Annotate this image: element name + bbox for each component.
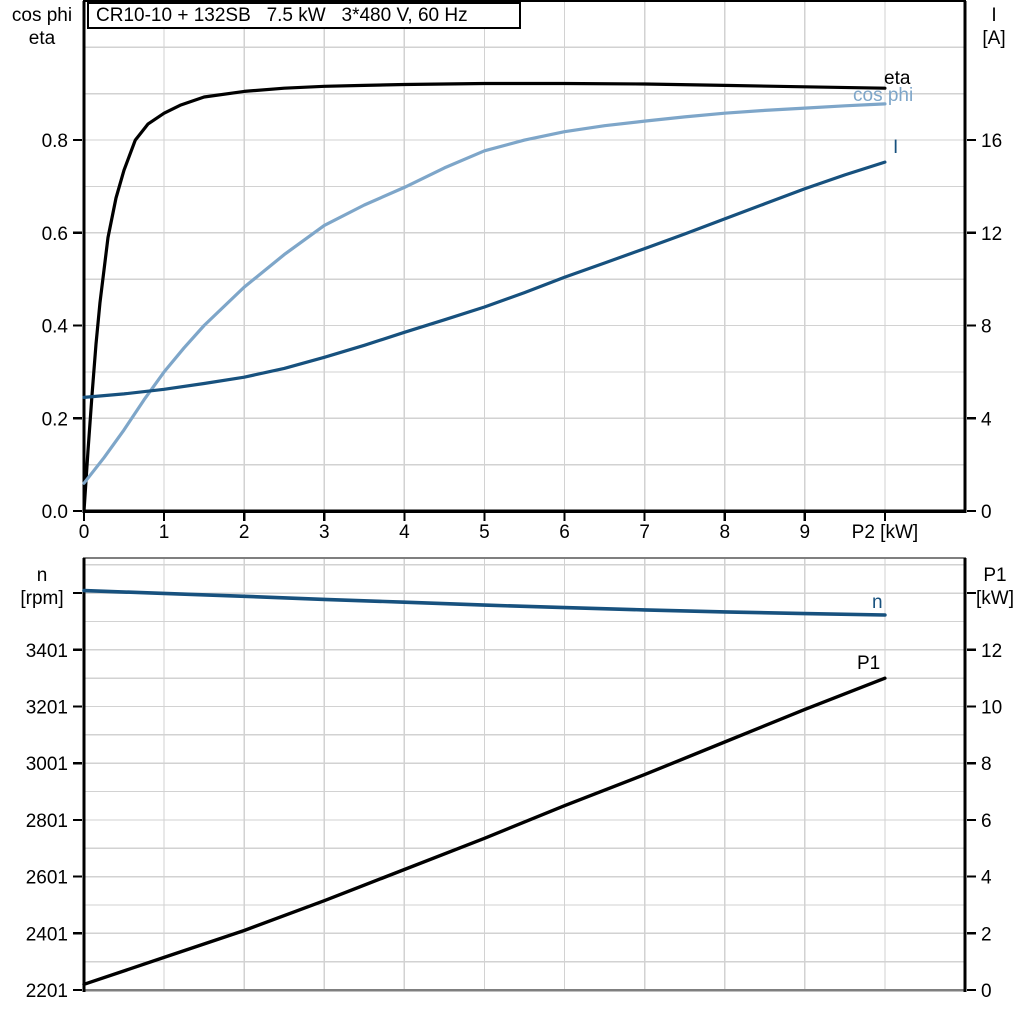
curve-cos-phi [82,102,887,485]
lower-right-axis-title: P1 [kW] [966,564,1024,610]
y-left-tick-label: 0.6 [42,224,68,245]
y-left-tick-label: 2601 [26,868,68,889]
chart-title-box: CR10-10 + 132SB 7.5 kW 3*480 V, 60 Hz [87,2,521,29]
axis-title-line: eta [28,28,56,49]
y-right-tick-label: 12 [981,641,1002,662]
y-right-tick-label: 4 [981,409,992,430]
x-tick-label: 4 [399,522,410,543]
x-tick-label: 7 [639,522,650,543]
y-left-tick-label: 3401 [26,641,68,662]
y-right-tick-label: 4 [981,868,992,889]
upper-right-axis-title: I [A] [966,4,1022,50]
axis-title-line: [A] [982,28,1006,49]
x-tick-label: 3 [319,522,330,543]
curve-n [82,588,887,617]
x-tick-label: 5 [479,522,490,543]
lower-chart: 2201 2401 2601 2801 3001 3201 3401 0 2 4 6 8 10 12 n P1 [26,557,1002,1002]
lower-left-axis-title: n [rpm] [2,564,82,610]
y-left-tick-label: 0.0 [42,502,68,523]
axis-title-line: n [36,565,48,586]
y-left-tick-label: 3201 [26,698,68,719]
y-left-tick-label: 0.4 [42,317,69,338]
y-right-tick-label: 16 [981,131,1002,152]
x-tick-label: 2 [239,522,250,543]
x-tick-label: 6 [559,522,570,543]
y-left-tick-label: 2201 [26,981,68,1002]
curve-label-cos-phi: cos phi [853,85,913,106]
y-right-tick-label: 8 [981,754,992,775]
y-right-tick-label: 0 [981,981,992,1002]
axis-title-line: P1 [983,565,1007,586]
y-left-tick-label: 2801 [26,811,68,832]
curve-label-i: I [893,137,898,158]
x-tick-label: 0 [79,522,90,543]
curve-label-eta: eta [884,68,911,89]
y-left-tick-label: 0.2 [42,409,68,430]
y-right-tick-label: 0 [981,502,992,523]
upper-left-axis-title: cos phi eta [0,4,84,50]
y-left-tick-label: 0.8 [42,131,68,152]
y-left-tick-label: 3001 [26,754,68,775]
curve-i [82,160,887,399]
y-right-tick-label: 8 [981,317,992,338]
axis-title-line: [kW] [976,588,1014,609]
x-tick-label: 1 [159,522,170,543]
curve-label-p1: P1 [857,653,880,674]
y-right-tick-label: 12 [981,224,1002,245]
curve-eta [82,81,887,513]
axis-title-line: [rpm] [20,588,64,609]
x-tick-label: 9 [800,522,811,543]
x-axis-title: P2 [kW] [852,522,919,543]
curve-p1 [82,676,887,986]
y-right-tick-label: 6 [981,811,992,832]
curve-label-n: n [872,592,883,613]
axis-title-line: cos phi [11,5,73,26]
y-right-tick-label: 10 [981,698,1002,719]
x-tick-label: 8 [719,522,730,543]
axis-title-line: I [991,5,997,26]
y-right-tick-label: 2 [981,924,992,945]
y-left-tick-label: 2401 [26,924,68,945]
